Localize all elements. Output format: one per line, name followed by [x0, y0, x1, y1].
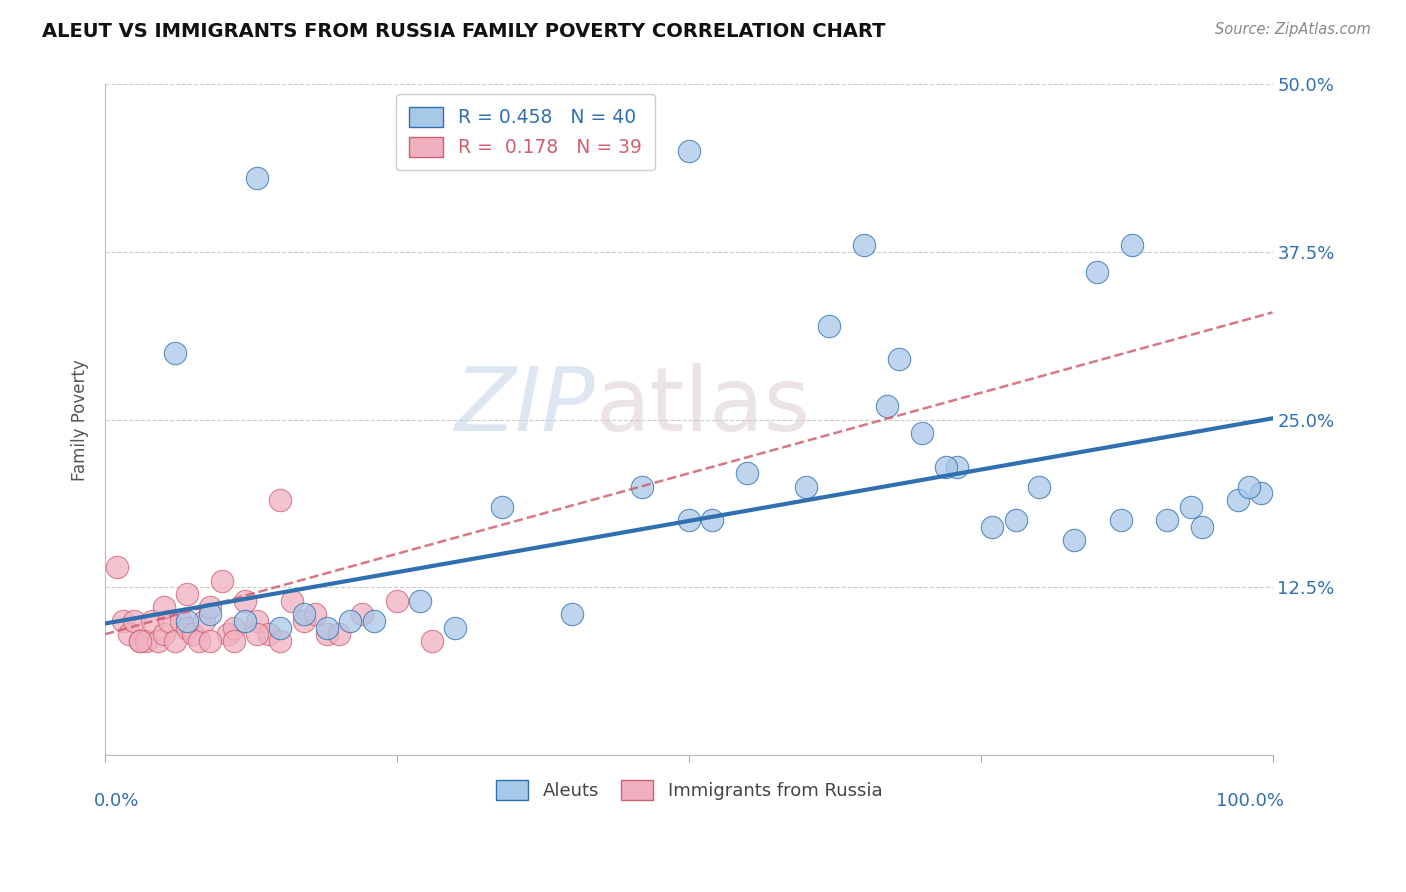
Point — [281, 593, 304, 607]
Point — [678, 513, 700, 527]
Point — [794, 480, 817, 494]
Point — [491, 500, 513, 514]
Point — [129, 634, 152, 648]
Point — [246, 171, 269, 186]
Point — [233, 614, 256, 628]
Point — [176, 587, 198, 601]
Point — [176, 620, 198, 634]
Point — [409, 593, 432, 607]
Point — [981, 520, 1004, 534]
Point — [257, 627, 280, 641]
Text: ZIP: ZIP — [454, 363, 596, 450]
Point — [1004, 513, 1026, 527]
Point — [887, 352, 910, 367]
Point — [222, 620, 245, 634]
Point — [165, 345, 187, 359]
Point — [631, 480, 654, 494]
Point — [200, 600, 222, 615]
Point — [269, 493, 291, 508]
Point — [217, 627, 239, 641]
Point — [1191, 520, 1213, 534]
Point — [141, 614, 163, 628]
Point — [1226, 493, 1249, 508]
Point — [852, 238, 875, 252]
Point — [124, 614, 146, 628]
Point — [316, 620, 339, 634]
Point — [157, 614, 180, 628]
Point — [233, 593, 256, 607]
Point — [1156, 513, 1178, 527]
Point — [561, 607, 583, 621]
Point — [304, 607, 326, 621]
Point — [350, 607, 373, 621]
Point — [1063, 533, 1085, 548]
Point — [935, 459, 957, 474]
Point — [246, 614, 269, 628]
Point — [818, 318, 841, 333]
Text: ALEUT VS IMMIGRANTS FROM RUSSIA FAMILY POVERTY CORRELATION CHART: ALEUT VS IMMIGRANTS FROM RUSSIA FAMILY P… — [42, 22, 886, 41]
Point — [363, 614, 385, 628]
Point — [165, 634, 187, 648]
Legend: Aleuts, Immigrants from Russia: Aleuts, Immigrants from Russia — [482, 768, 894, 813]
Y-axis label: Family Poverty: Family Poverty — [72, 359, 89, 481]
Point — [146, 634, 169, 648]
Point — [1109, 513, 1132, 527]
Point — [420, 634, 443, 648]
Point — [193, 614, 215, 628]
Point — [269, 620, 291, 634]
Point — [117, 627, 139, 641]
Point — [678, 145, 700, 159]
Point — [111, 614, 134, 628]
Point — [135, 634, 157, 648]
Point — [129, 634, 152, 648]
Point — [911, 426, 934, 441]
Point — [385, 593, 408, 607]
Text: Source: ZipAtlas.com: Source: ZipAtlas.com — [1215, 22, 1371, 37]
Point — [1180, 500, 1202, 514]
Point — [200, 607, 222, 621]
Point — [152, 600, 174, 615]
Point — [316, 627, 339, 641]
Point — [444, 620, 467, 634]
Point — [152, 627, 174, 641]
Point — [1087, 265, 1109, 279]
Point — [339, 614, 361, 628]
Point — [876, 399, 898, 413]
Point — [222, 634, 245, 648]
Point — [1237, 480, 1260, 494]
Point — [105, 560, 128, 574]
Point — [170, 614, 193, 628]
Point — [702, 513, 724, 527]
Point — [176, 614, 198, 628]
Point — [1028, 480, 1050, 494]
Text: 100.0%: 100.0% — [1216, 792, 1284, 810]
Point — [946, 459, 969, 474]
Point — [181, 627, 204, 641]
Point — [211, 574, 233, 588]
Point — [328, 627, 350, 641]
Point — [187, 634, 209, 648]
Point — [735, 467, 758, 481]
Point — [200, 634, 222, 648]
Text: atlas: atlas — [596, 363, 811, 450]
Text: 0.0%: 0.0% — [94, 792, 139, 810]
Point — [1250, 486, 1272, 500]
Point — [246, 627, 269, 641]
Point — [292, 607, 315, 621]
Point — [269, 634, 291, 648]
Point — [1121, 238, 1143, 252]
Point — [292, 614, 315, 628]
